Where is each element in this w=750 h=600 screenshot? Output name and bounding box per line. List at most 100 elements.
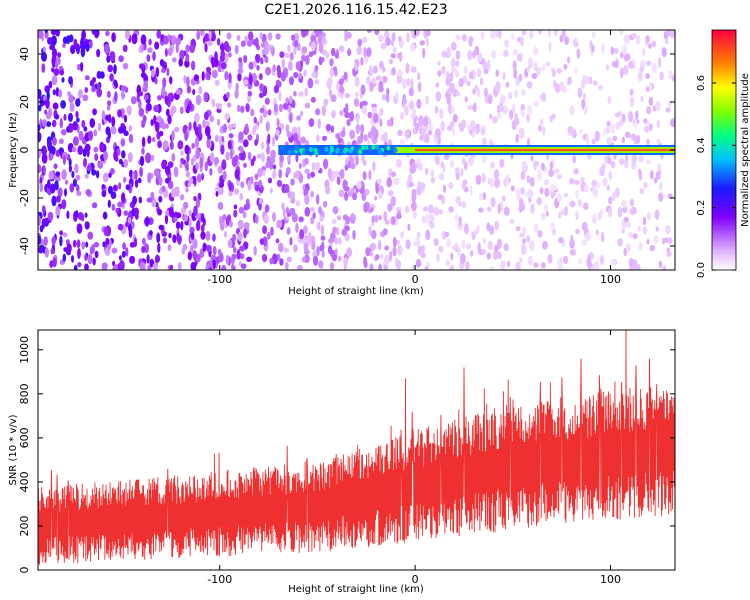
spectrogram-cell [533, 160, 539, 167]
spectrogram-cell [468, 155, 474, 167]
spectrogram-cell [286, 227, 291, 235]
spectrogram-cell [154, 121, 160, 133]
spectrogram-cell [190, 261, 197, 270]
snr-x-tick-label: -100 [207, 573, 232, 586]
spectrogram-cell [653, 177, 658, 184]
spectrogram-cell [642, 216, 647, 226]
spectrogram-cell [513, 48, 518, 56]
spectrogram-cell [376, 179, 382, 184]
spectrogram-cell [392, 66, 396, 75]
spectrogram-cell [612, 61, 619, 68]
spectrogram-cell [121, 90, 125, 100]
spectrogram-cell [229, 220, 233, 228]
spectrogram-cell [452, 113, 458, 123]
spectrogram-cell [150, 154, 155, 162]
spectrogram-cell [188, 218, 192, 228]
spectrogram-cell [360, 57, 364, 66]
spectrogram-cell [127, 152, 133, 163]
spectrogram-cell [307, 172, 311, 180]
spectrogram-cell [57, 52, 62, 58]
spectrogram-cell [264, 204, 270, 213]
spectrogram-cell [636, 134, 641, 144]
spectrogram-cell [259, 114, 263, 124]
spectrogram-cell [48, 80, 53, 89]
spectrogram-cell [97, 122, 102, 132]
spectrogram-cell [608, 207, 613, 218]
spectrogram-cell [206, 66, 211, 73]
spectrogram-cell [167, 47, 173, 56]
spectrogram-cell [361, 105, 368, 115]
spectrogram-cell [111, 32, 116, 43]
spectrogram-cell [103, 43, 110, 55]
spectrogram-cell [70, 44, 76, 55]
spectrogram-cell [286, 256, 292, 263]
spectrogram-cell [623, 248, 627, 257]
spectrogram-cell [246, 256, 253, 262]
spectrogram-cell [185, 44, 190, 53]
spectrogram-cell [668, 100, 672, 107]
spectrogram-x-label: Height of straight line (km) [288, 286, 424, 297]
spectrogram-cell [666, 251, 672, 257]
spectrogram-cell [167, 244, 172, 252]
spectrogram-cell [217, 118, 220, 126]
spectrogram-cell [335, 133, 341, 139]
spectrogram-cell [122, 62, 129, 70]
spectrogram-cell [437, 194, 443, 201]
spectrogram-cell [368, 225, 372, 236]
spectrogram-cell [481, 173, 486, 184]
spectrogram-cell [280, 72, 286, 82]
spectrogram-cell [303, 242, 309, 253]
spectrogram-cell [332, 226, 337, 235]
spectrogram-cell [272, 64, 277, 73]
spectrogram-cell [648, 96, 654, 107]
spectrogram-cell [634, 119, 638, 130]
spectrogram-cell [515, 133, 519, 144]
spectrogram-cell [353, 98, 359, 107]
spectrogram-cell [396, 52, 401, 59]
spectrogram-cell [259, 238, 264, 246]
spectrogram-cell [372, 161, 376, 172]
spectrogram-cell [521, 30, 527, 36]
spectrogram-cell [154, 41, 160, 50]
spectrogram-cell [503, 243, 509, 252]
spectrogram-cell [577, 199, 582, 207]
spectrogram-cell [194, 126, 199, 136]
spectrogram-cell [514, 89, 518, 99]
spectrogram-cell [276, 219, 283, 229]
spectrogram-cell [81, 30, 86, 41]
spectrogram-cell [234, 89, 239, 99]
spectrogram-cell [177, 262, 182, 270]
spectrogram-cell [270, 155, 276, 164]
spectrogram-cell [460, 168, 464, 177]
spectrogram-cell [526, 114, 530, 122]
snr-y-tick-label: 600 [18, 427, 31, 448]
spectrogram-cell [495, 81, 501, 92]
spectrogram-cell [642, 226, 648, 235]
spectrogram-cell [270, 226, 274, 236]
spectrogram-cell [621, 136, 626, 144]
spectrogram-cell [617, 238, 624, 247]
spectrogram-cell [210, 56, 215, 65]
spectrogram-cell [84, 87, 89, 93]
spectrogram-cell [188, 121, 192, 131]
spectrogram-cell [425, 95, 430, 105]
spectrogram-cell [157, 242, 161, 253]
spectrogram-cell [57, 187, 63, 198]
spectrogram-cell [254, 214, 259, 224]
spectrogram-cell [224, 113, 230, 120]
spectrogram-cell [300, 136, 306, 144]
spectrogram-cell [527, 255, 534, 266]
spectrogram-cell [598, 84, 603, 91]
spectrogram-cell [637, 225, 642, 232]
spectrogram-cell [575, 228, 580, 235]
spectrogram-cell [258, 92, 264, 99]
spectrogram-cell [180, 207, 187, 214]
spectrogram-cell [94, 153, 99, 161]
spectrogram-cell [465, 261, 470, 270]
spectrogram-cell [336, 176, 341, 186]
spectrogram-cell [164, 95, 169, 105]
spectrogram-cell [283, 247, 290, 253]
spectrogram-cell [542, 240, 548, 250]
spectrogram-cell [575, 189, 579, 200]
spectrogram-cell [422, 206, 428, 212]
